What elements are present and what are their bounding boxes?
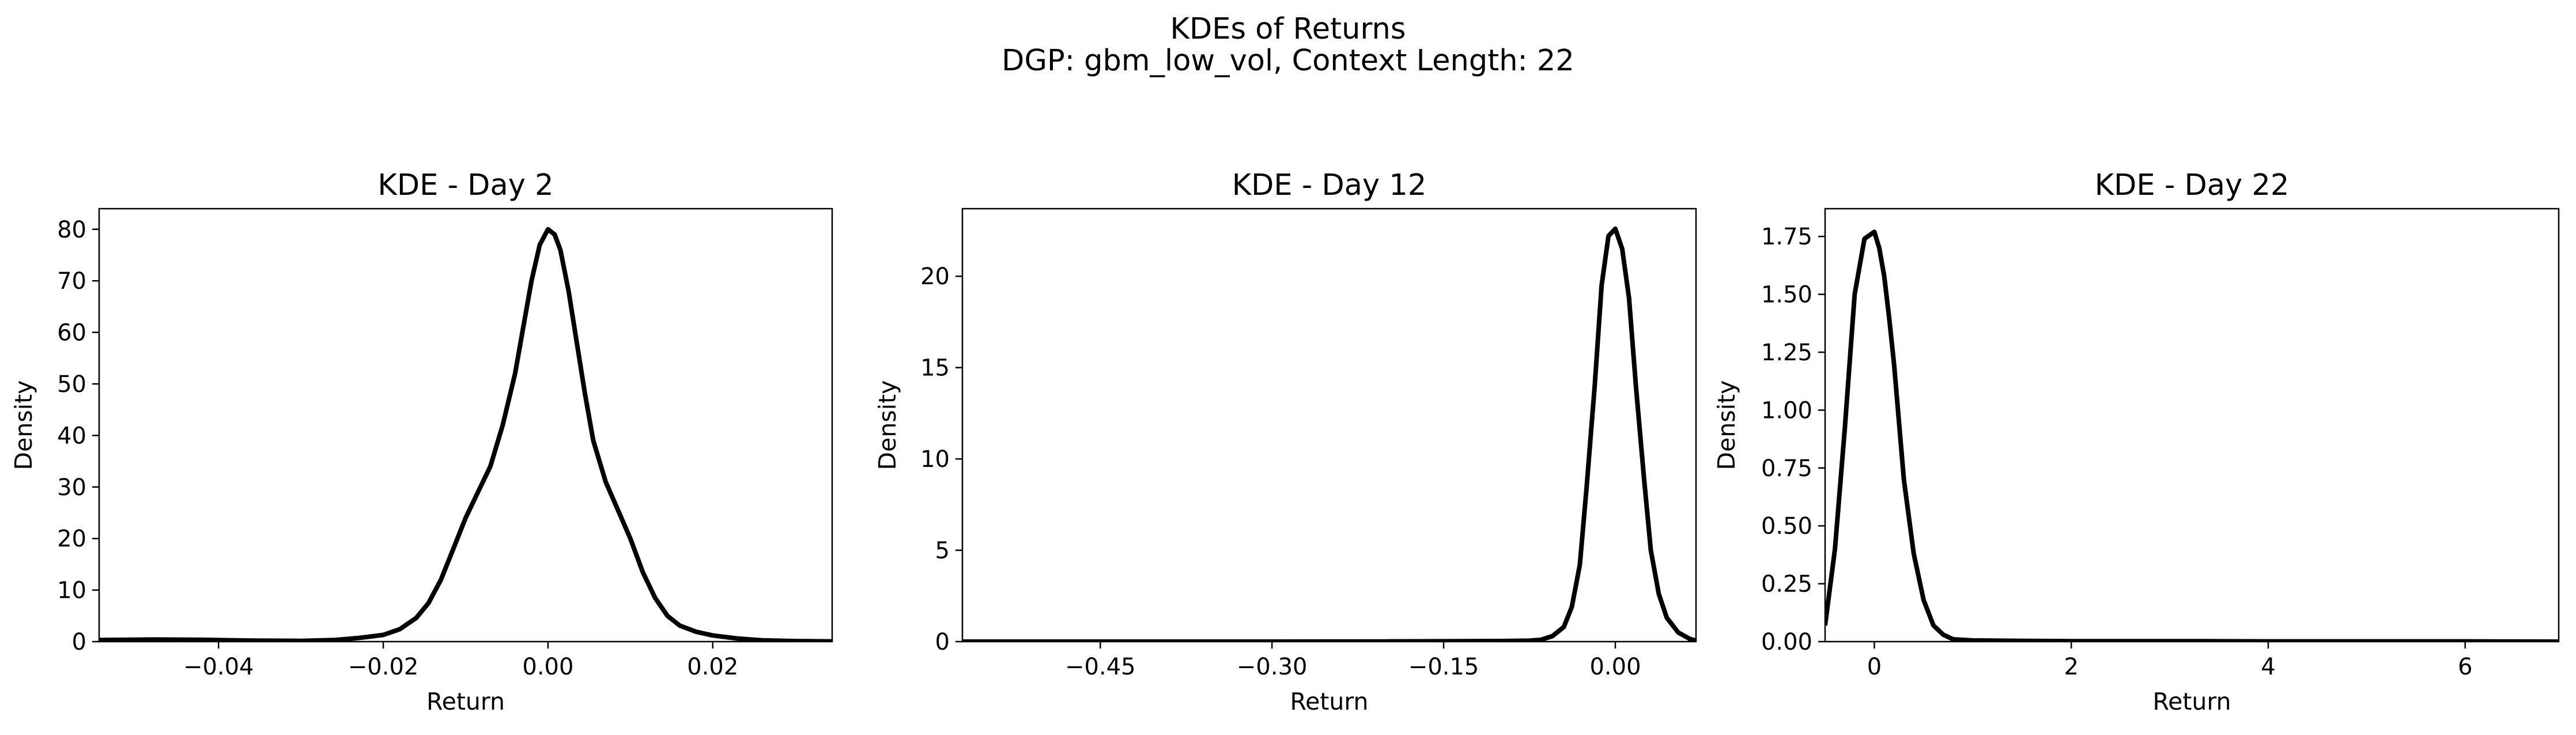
y-tick-label: 5 (935, 538, 950, 564)
subplot-title: KDE - Day 12 (1232, 168, 1427, 202)
kde-line-2-1 (962, 226, 1696, 642)
y-tick-label: 1.00 (1761, 397, 1812, 424)
x-tick-label: −0.30 (1237, 654, 1308, 680)
y-tick-label: 20 (57, 526, 86, 552)
y-axis-label: Density (874, 380, 901, 470)
y-tick-label: 0.75 (1761, 455, 1812, 482)
x-tick-label: 0.00 (1589, 654, 1641, 680)
y-tick-label: 40 (57, 423, 86, 449)
x-axis-label: Return (426, 688, 505, 715)
subplot-3: 0 2 4 6 0.00 0.25 0.50 0.75 1.00 1.25 1.50 1.75 KDE … (1713, 168, 2560, 715)
subplot-title: KDE - Day 2 (377, 168, 553, 202)
x-tick-label: 6 (2458, 654, 2472, 680)
subplot-title: KDE - Day 22 (2095, 168, 2290, 202)
y-tick-label: 0.25 (1761, 571, 1812, 598)
y-tick-label: 20 (920, 263, 950, 290)
x-tick-label: 0.00 (522, 654, 573, 680)
y-tick-label: 10 (920, 446, 950, 473)
kde-line-1-1 (99, 227, 832, 642)
y-tick-label: 60 (57, 320, 86, 346)
y-tick-label: 1.75 (1761, 224, 1812, 250)
y-axis-label: Density (1713, 380, 1740, 470)
figure-title: KDEs of Returns (1170, 12, 1406, 46)
x-axis-label: Return (2152, 688, 2231, 715)
subplot-1: −0.04 −0.02 0.00 0.02 0 10 20 30 40 50 60 70 80 KDE -… (10, 168, 833, 715)
x-tick-label: −0.04 (183, 654, 254, 680)
x-axis-label: Return (1290, 688, 1368, 715)
y-tick-label: 30 (57, 474, 86, 501)
x-tick-label: 4 (2261, 654, 2275, 680)
y-tick-label: 80 (57, 217, 86, 243)
x-tick-label: 0.02 (687, 654, 738, 680)
axes-frame (1824, 208, 2560, 643)
y-tick-label: 0.50 (1761, 513, 1812, 540)
y-tick-label: 15 (920, 355, 950, 382)
y-tick-label: 50 (57, 371, 86, 398)
y-tick-label: 70 (57, 268, 86, 295)
subplot-2: −0.45 −0.30 −0.15 0.00 0 5 10 15 20 KDE - Day 12 R… (874, 168, 1697, 715)
axes-frame (961, 208, 1697, 643)
y-tick-label: 0.00 (1761, 629, 1812, 655)
kde-line-3-1 (1825, 229, 2559, 642)
y-tick-label: 1.50 (1761, 282, 1812, 308)
y-tick-label: 0 (72, 629, 86, 655)
x-tick-label: −0.15 (1408, 654, 1479, 680)
x-tick-label: −0.02 (348, 654, 419, 680)
y-tick-label: 1.25 (1761, 340, 1812, 366)
x-tick-label: 0 (1867, 654, 1882, 680)
x-tick-label: 2 (2064, 654, 2078, 680)
y-tick-label: 10 (57, 578, 86, 604)
figure-subtitle: DGP: gbm_low_vol, Context Length: 22 (1002, 44, 1574, 78)
x-tick-label: −0.45 (1065, 654, 1136, 680)
y-axis-label: Density (10, 380, 37, 470)
axes-frame (98, 208, 833, 643)
y-tick-label: 0 (935, 629, 950, 655)
